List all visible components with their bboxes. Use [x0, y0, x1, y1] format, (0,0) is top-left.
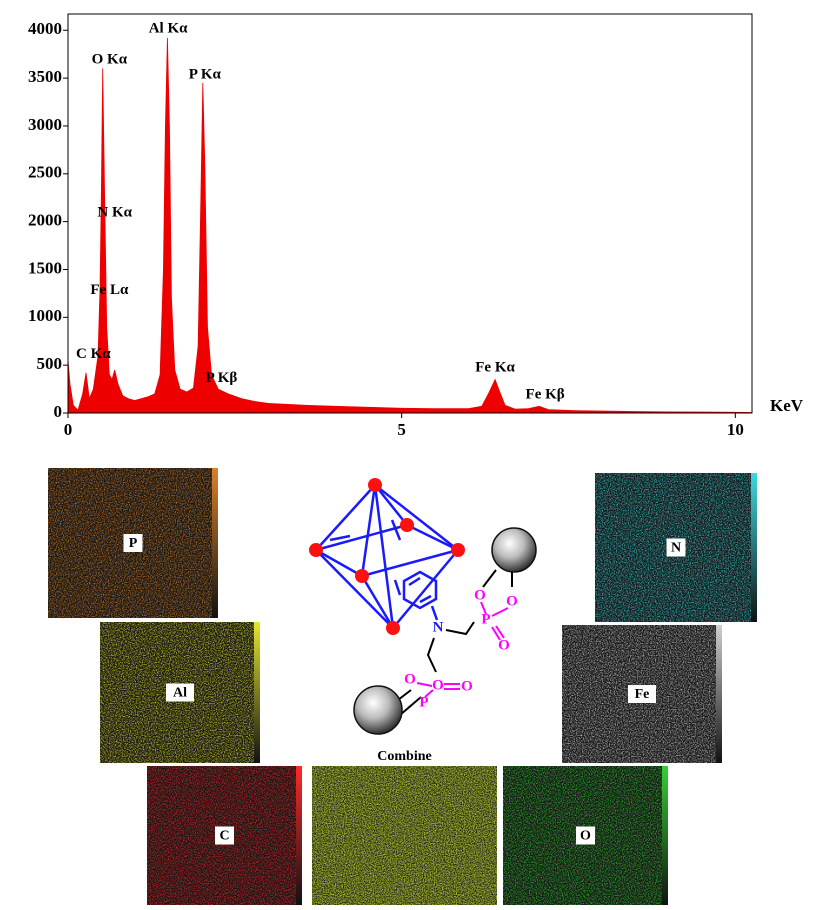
peak-label: P Kα — [189, 67, 222, 83]
atom-label: O — [474, 587, 486, 603]
figure: 0 500 1000 1500 2000 2500 3000 3500 4000 0 5 10 KeV A… — [0, 0, 816, 905]
y-tick-label: 2500 — [28, 163, 62, 182]
spectrum — [68, 38, 752, 413]
color-bar — [716, 625, 722, 763]
peak-label: N Kα — [97, 204, 132, 220]
x-tick-label: 5 — [397, 420, 406, 439]
particle — [354, 686, 402, 734]
atom-label: O — [432, 677, 444, 693]
element-map: P — [48, 468, 218, 618]
particle — [492, 528, 536, 572]
color-bar — [254, 622, 260, 763]
element-maps: P N Al Fe C Combine O — [48, 468, 757, 905]
color-bar — [212, 468, 218, 618]
map-label: N — [671, 541, 681, 556]
y-tick-label: 0 — [54, 402, 63, 421]
atom-label: P — [481, 611, 490, 627]
color-bar — [662, 766, 668, 905]
y-tick-label: 1500 — [28, 258, 62, 277]
map-label: P — [129, 536, 138, 551]
y-tick-label: 3500 — [28, 67, 62, 86]
y-tick-label: 500 — [37, 354, 63, 373]
peak-label: Fe Kβ — [526, 386, 565, 402]
y-tick-label: 1000 — [28, 306, 62, 325]
page: {"chart_data": { "type": "area", "x_labe… — [0, 0, 816, 905]
element-map: O — [503, 766, 668, 905]
map-title: Combine — [377, 749, 431, 764]
color-bar — [296, 766, 302, 905]
element-map: C — [147, 766, 302, 905]
peak-label: P Kβ — [206, 370, 238, 386]
y-tick-label: 4000 — [28, 19, 62, 38]
peak-label: Fe Lα — [90, 282, 129, 298]
element-map: N — [595, 473, 757, 622]
peak-label: C Kα — [76, 346, 111, 362]
atom-label: P — [419, 694, 428, 710]
map-label: Fe — [635, 687, 650, 702]
peak-label: Al Kα — [149, 21, 188, 37]
peak-label: O Kα — [92, 51, 128, 67]
element-map: Combine — [312, 749, 497, 905]
x-tick-label: 0 — [64, 420, 73, 439]
atom-label: N — [433, 619, 444, 635]
y-tick-label: 3000 — [28, 115, 62, 134]
x-axis-label: KeV — [770, 396, 804, 415]
element-map: Fe — [562, 625, 722, 763]
spectrum-chart: 0 500 1000 1500 2000 2500 3000 3500 4000 0 5 10 KeV A… — [28, 14, 804, 439]
bonds — [398, 566, 512, 715]
y-tick-label: 2000 — [28, 211, 62, 230]
map-label: Al — [173, 686, 187, 701]
map-label: O — [580, 829, 591, 844]
atom-label: O — [404, 671, 416, 687]
x-tick-label: 10 — [727, 420, 744, 439]
map-label: C — [219, 829, 229, 844]
atom-label: O — [498, 637, 510, 653]
color-bar — [751, 473, 757, 622]
octahedron — [316, 485, 458, 628]
molecule-diagram: N O O P O O P O O — [309, 478, 536, 734]
atom-label: O — [506, 593, 518, 609]
map-signal — [312, 766, 497, 905]
atom-label: O — [461, 678, 473, 694]
peak-label: Fe Kα — [475, 359, 515, 375]
element-map: Al — [100, 622, 260, 763]
